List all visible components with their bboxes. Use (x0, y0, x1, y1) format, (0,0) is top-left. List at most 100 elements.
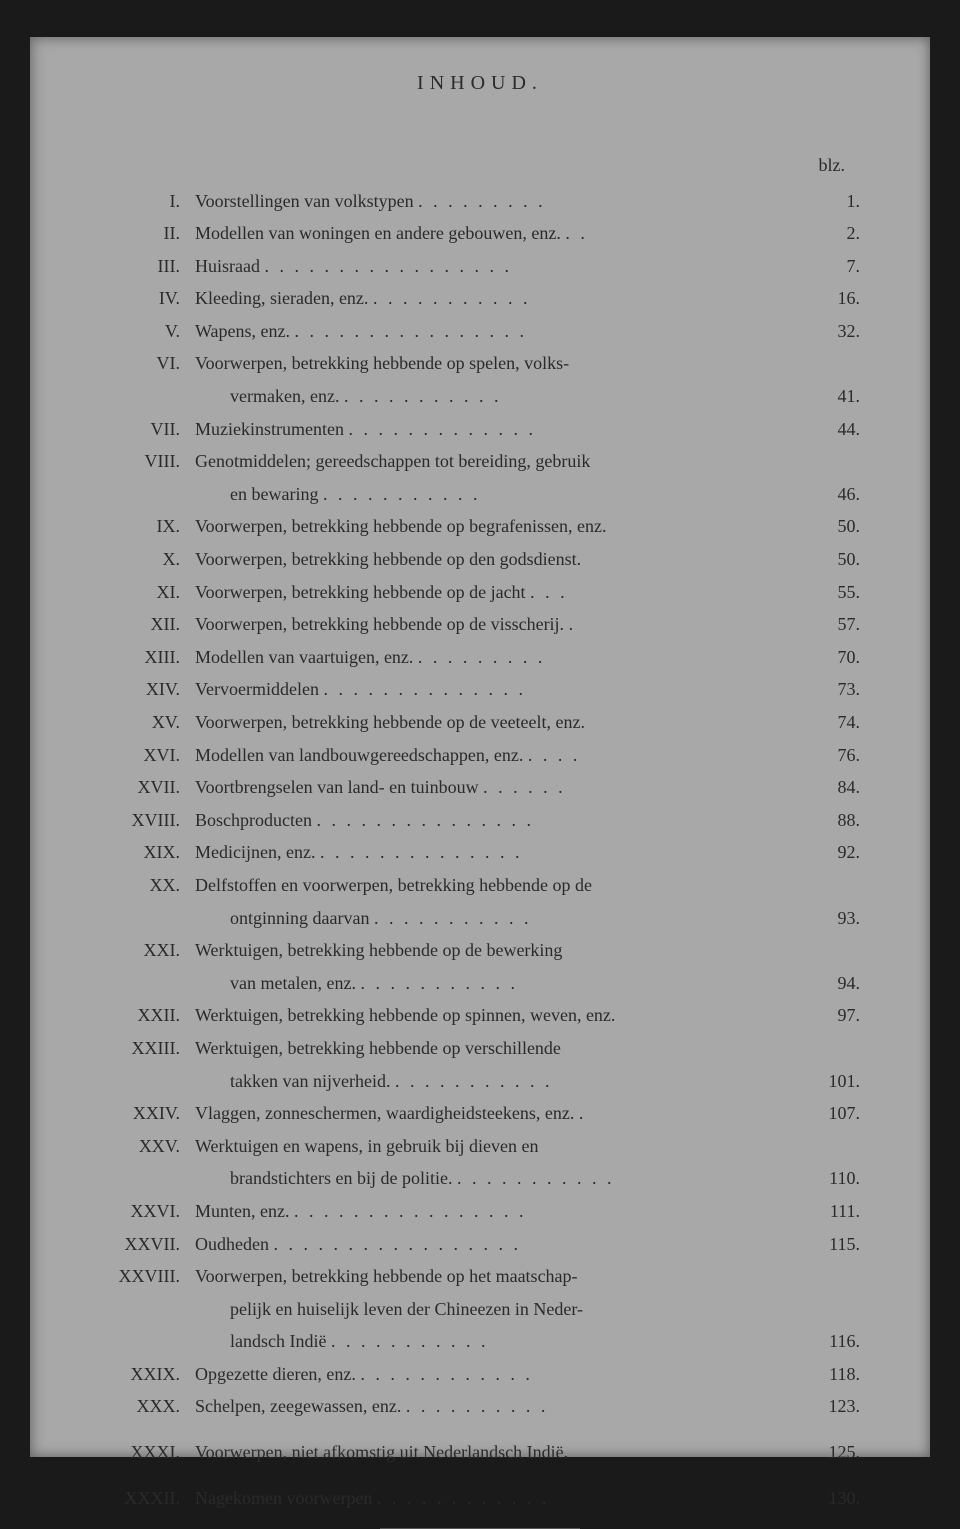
page-number: 7. (800, 251, 860, 282)
roman-numeral: XXVII. (100, 1229, 195, 1260)
entry-text: Modellen van landbouwgereedschappen, enz… (195, 740, 800, 771)
roman-numeral: XXIV. (100, 1098, 195, 1129)
toc-entry: V.Wapens, enz. . . . . . . . . . . . . .… (100, 316, 860, 347)
page-number: 110. (800, 1163, 860, 1194)
toc-entry: XXIX.Opgezette dieren, enz. . . . . . . … (100, 1359, 860, 1390)
roman-numeral: XXXII. (100, 1483, 195, 1514)
toc-entry: XIII.Modellen van vaartuigen, enz. . . .… (100, 642, 860, 673)
entry-text: Wapens, enz. . . . . . . . . . . . . . .… (195, 316, 800, 347)
toc-entry: XIX.Medicijnen, enz. . . . . . . . . . .… (100, 837, 860, 868)
toc-entry: III.Huisraad . . . . . . . . . . . . . .… (100, 251, 860, 282)
toc-entry: XVI.Modellen van landbouwgereedschappen,… (100, 740, 860, 771)
entry-text: Vervoermiddelen . . . . . . . . . . . . … (195, 674, 800, 705)
roman-numeral: XVIII. (100, 805, 195, 836)
roman-numeral: XXVI. (100, 1196, 195, 1227)
entry-text: Voorstellingen van volkstypen . . . . . … (195, 186, 800, 217)
toc-entry: XXX.Schelpen, zeegewassen, enz. . . . . … (100, 1391, 860, 1422)
roman-numeral: XXI. (100, 935, 195, 966)
page-number: 101. (800, 1066, 860, 1097)
page-number: 125. (800, 1437, 860, 1468)
toc-entry-continuation: vermaken, enz. . . . . . . . . . . .41. (100, 381, 860, 412)
roman-numeral: XXXI. (100, 1437, 195, 1468)
entry-text: brandstichters en bij de politie. . . . … (195, 1163, 800, 1194)
toc-entry: VI.Voorwerpen, betrekking hebbende op sp… (100, 348, 860, 379)
page-number: 44. (800, 414, 860, 445)
toc-entry: XV.Voorwerpen, betrekking hebbende op de… (100, 707, 860, 738)
page-number: 55. (800, 577, 860, 608)
entry-text: Kleeding, sieraden, enz. . . . . . . . .… (195, 283, 800, 314)
roman-numeral: VIII. (100, 446, 195, 477)
page-number: 32. (800, 316, 860, 347)
entry-text: Voorwerpen, betrekking hebbende op begra… (195, 511, 800, 542)
roman-numeral: XXII. (100, 1000, 195, 1031)
roman-numeral: XXIX. (100, 1359, 195, 1390)
entry-text: Medicijnen, enz. . . . . . . . . . . . .… (195, 837, 800, 868)
page-number: 92. (800, 837, 860, 868)
entry-text: van metalen, enz. . . . . . . . . . . . (195, 968, 800, 999)
entry-text: Voorwerpen, betrekking hebbende op de ja… (195, 577, 800, 608)
page-number: 74. (800, 707, 860, 738)
toc-entry: II.Modellen van woningen en andere gebou… (100, 218, 860, 249)
entry-text: Voortbrengselen van land- en tuinbouw . … (195, 772, 800, 803)
entry-text: en bewaring . . . . . . . . . . . (195, 479, 800, 510)
toc-entry-continuation: pelijk en huiselijk leven der Chineezen … (100, 1294, 860, 1325)
toc-entry-continuation: takken van nijverheid. . . . . . . . . .… (100, 1066, 860, 1097)
toc-entry: IV.Kleeding, sieraden, enz. . . . . . . … (100, 283, 860, 314)
entry-text: Modellen van woningen en andere gebouwen… (195, 218, 800, 249)
toc-entry: XXXI.Voorwerpen, niet afkomstig uit Nede… (100, 1437, 860, 1468)
page-number: 73. (800, 674, 860, 705)
toc-entry-continuation: brandstichters en bij de politie. . . . … (100, 1163, 860, 1194)
entry-text: pelijk en huiselijk leven der Chineezen … (195, 1294, 800, 1325)
page-number: 16. (800, 283, 860, 314)
page-number: 70. (800, 642, 860, 673)
toc-entry: XIV.Vervoermiddelen . . . . . . . . . . … (100, 674, 860, 705)
page-column-header: blz. (100, 155, 860, 176)
toc-entry: IX.Voorwerpen, betrekking hebbende op be… (100, 511, 860, 542)
entry-text: Werktuigen, betrekking hebbende op versc… (195, 1033, 800, 1064)
roman-numeral: XXX. (100, 1391, 195, 1422)
entry-text: Werktuigen, betrekking hebbende op de be… (195, 935, 800, 966)
roman-numeral: XII. (100, 609, 195, 640)
page-title: INHOUD. (100, 72, 860, 95)
toc-entry: XVIII.Boschproducten . . . . . . . . . .… (100, 805, 860, 836)
toc-entry: XVII.Voortbrengselen van land- en tuinbo… (100, 772, 860, 803)
roman-numeral: II. (100, 218, 195, 249)
page-number: 1. (800, 186, 860, 217)
page-number: 41. (800, 381, 860, 412)
entry-text: Nagekomen voorwerpen . . . . . . . . . .… (195, 1483, 800, 1514)
page-number: 130. (800, 1483, 860, 1514)
toc-entry: XXV.Werktuigen en wapens, in gebruik bij… (100, 1131, 860, 1162)
table-of-contents: I.Voorstellingen van volkstypen . . . . … (100, 186, 860, 1514)
roman-numeral: XI. (100, 577, 195, 608)
roman-numeral: XVII. (100, 772, 195, 803)
entry-text: Werktuigen, betrekking hebbende op spinn… (195, 1000, 800, 1031)
roman-numeral: VII. (100, 414, 195, 445)
entry-text: Oudheden . . . . . . . . . . . . . . . .… (195, 1229, 800, 1260)
page-number: 84. (800, 772, 860, 803)
entry-text: Voorwerpen, betrekking hebbende op de vi… (195, 609, 800, 640)
entry-text: Voorwerpen, betrekking hebbende op den g… (195, 544, 800, 575)
page-number: 2. (800, 218, 860, 249)
toc-entry: X.Voorwerpen, betrekking hebbende op den… (100, 544, 860, 575)
roman-numeral: X. (100, 544, 195, 575)
document-page: INHOUD. blz. I.Voorstellingen van volkst… (30, 37, 930, 1457)
toc-entry: I.Voorstellingen van volkstypen . . . . … (100, 186, 860, 217)
page-number: 115. (800, 1229, 860, 1260)
page-number: 50. (800, 544, 860, 575)
entry-text: ontginning daarvan . . . . . . . . . . . (195, 903, 800, 934)
roman-numeral: XIV. (100, 674, 195, 705)
page-number: 76. (800, 740, 860, 771)
toc-entry: XXII.Werktuigen, betrekking hebbende op … (100, 1000, 860, 1031)
toc-entry: XX.Delfstoffen en voorwerpen, betrekking… (100, 870, 860, 901)
entry-text: Delfstoffen en voorwerpen, betrekking he… (195, 870, 800, 901)
page-number: 118. (800, 1359, 860, 1390)
roman-numeral: VI. (100, 348, 195, 379)
toc-entry: XXXII.Nagekomen voorwerpen . . . . . . .… (100, 1483, 860, 1514)
entry-text: landsch Indië . . . . . . . . . . . (195, 1326, 800, 1357)
entry-text: Voorwerpen, betrekking hebbende op de ve… (195, 707, 800, 738)
roman-numeral: III. (100, 251, 195, 282)
roman-numeral: XIII. (100, 642, 195, 673)
page-number: 50. (800, 511, 860, 542)
page-number: 97. (800, 1000, 860, 1031)
page-number: 111. (800, 1196, 860, 1227)
